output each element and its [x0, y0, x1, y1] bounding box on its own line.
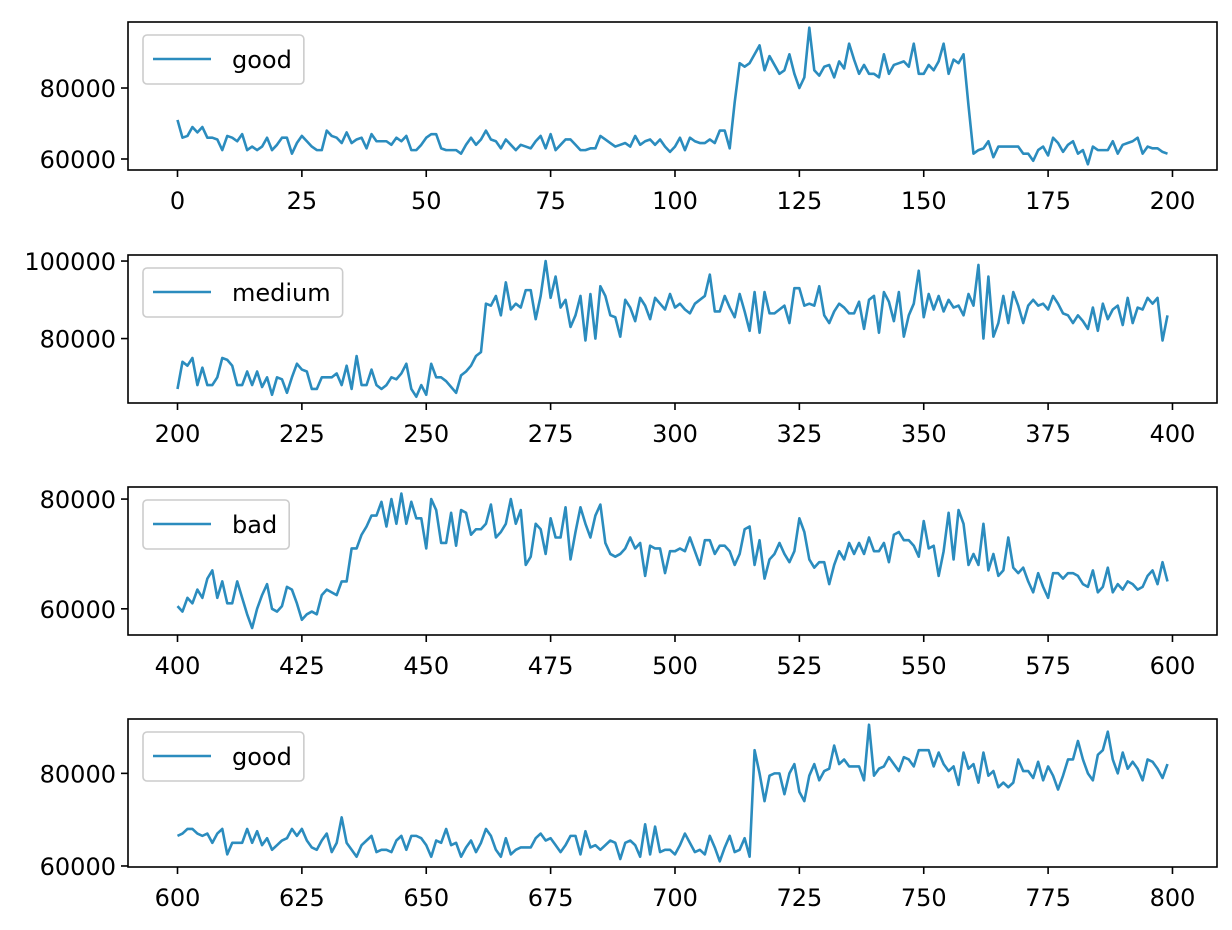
x-tick-label: 175 — [1025, 187, 1071, 215]
legend: good — [142, 731, 305, 782]
x-tick-label: 450 — [403, 652, 449, 680]
x-tick-label: 350 — [901, 420, 947, 448]
legend-box — [142, 499, 290, 550]
x-tick-label: 575 — [1025, 652, 1071, 680]
data-line — [176, 723, 1169, 863]
legend-box — [142, 267, 344, 318]
x-tick-label: 600 — [1150, 652, 1196, 680]
x-tick-label: 300 — [652, 420, 698, 448]
x-tick-label: 475 — [528, 652, 574, 680]
x-tick-label: 525 — [776, 652, 822, 680]
x-tick-label: 725 — [776, 884, 822, 912]
x-tick-label: 25 — [287, 187, 318, 215]
x-tick-label: 400 — [1150, 420, 1196, 448]
x-tick-label: 0 — [170, 187, 185, 215]
axes-frame — [127, 21, 1218, 171]
y-tick-label: 80000 — [40, 760, 116, 788]
x-tick-label: 125 — [776, 187, 822, 215]
legend: good — [142, 34, 305, 85]
x-tick-label: 400 — [155, 652, 201, 680]
legend-label: good — [232, 46, 292, 74]
x-tick-label: 750 — [901, 884, 947, 912]
legend-box — [142, 731, 305, 782]
x-tick-label: 700 — [652, 884, 698, 912]
y-tick-label: 60000 — [40, 853, 116, 881]
axes-frame — [127, 718, 1218, 868]
x-tick-label: 550 — [901, 652, 947, 680]
x-tick-label: 150 — [901, 187, 947, 215]
subplot: 0 25 50 75 100 125 150 175 200 60000 80000 good — [40, 21, 1218, 215]
data-line — [176, 259, 1169, 399]
y-tick-label: 80000 — [40, 486, 116, 514]
x-tick-label: 675 — [528, 884, 574, 912]
legend-box — [142, 34, 305, 85]
x-tick-label: 250 — [403, 420, 449, 448]
x-tick-label: 650 — [403, 884, 449, 912]
x-tick-label: 500 — [652, 652, 698, 680]
subplot: 200 225 250 275 300 325 350 375 400 80000 100000 me… — [24, 248, 1218, 448]
x-tick-label: 600 — [155, 884, 201, 912]
legend: bad — [142, 499, 290, 550]
legend-label: bad — [232, 511, 277, 539]
x-tick-label: 775 — [1025, 884, 1071, 912]
data-line — [176, 26, 1168, 166]
axes-frame — [127, 486, 1218, 636]
x-tick-label: 75 — [535, 187, 566, 215]
y-tick-label: 100000 — [24, 248, 116, 276]
data-line — [176, 492, 1169, 630]
x-tick-label: 375 — [1025, 420, 1071, 448]
x-tick-label: 425 — [279, 652, 325, 680]
y-tick-label: 80000 — [40, 326, 116, 354]
axes-frame — [127, 254, 1218, 404]
x-tick-label: 275 — [528, 420, 574, 448]
x-tick-label: 325 — [776, 420, 822, 448]
legend: medium — [142, 267, 344, 318]
x-tick-label: 225 — [279, 420, 325, 448]
x-tick-label: 625 — [279, 884, 325, 912]
y-tick-label: 60000 — [40, 146, 116, 174]
subplot: 400 425 450 475 500 525 550 575 600 60000 80000 bad — [40, 486, 1218, 680]
x-tick-label: 800 — [1150, 884, 1196, 912]
legend-label: medium — [232, 279, 331, 307]
x-tick-label: 50 — [411, 187, 442, 215]
y-tick-label: 80000 — [40, 75, 116, 103]
x-tick-label: 200 — [155, 420, 201, 448]
y-tick-label: 60000 — [40, 596, 116, 624]
subplot: 600 625 650 675 700 725 750 775 800 60000 80000 goo… — [40, 718, 1218, 912]
x-tick-label: 100 — [652, 187, 698, 215]
legend-label: good — [232, 743, 292, 771]
x-tick-label: 200 — [1150, 187, 1196, 215]
